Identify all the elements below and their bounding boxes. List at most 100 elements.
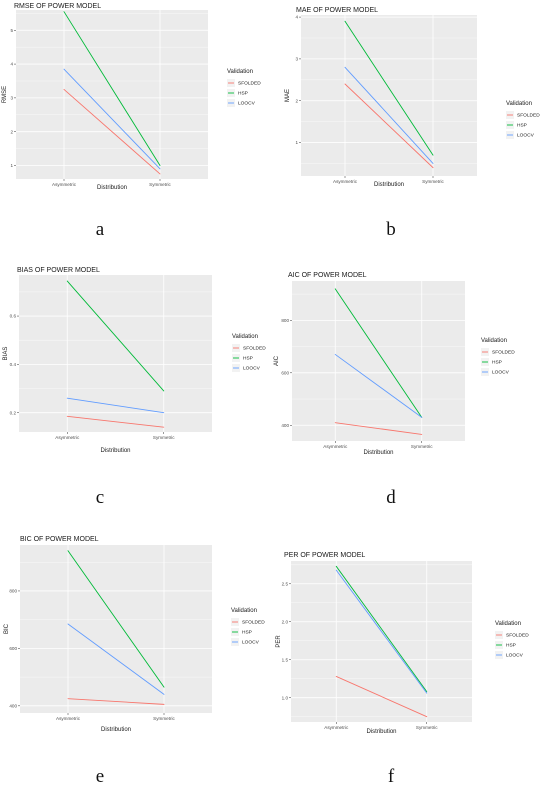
- x-axis-label: Distribution: [363, 450, 393, 456]
- panel-caption: d: [386, 487, 396, 508]
- series-line-loocv: [67, 623, 165, 695]
- x-tick-label: Symmetric: [149, 182, 171, 187]
- y-axis-label: RMSE: [2, 86, 8, 103]
- series-line-loocv: [344, 66, 434, 164]
- y-tick-label: 3: [10, 95, 13, 100]
- x-tick-label: Asymmetric: [324, 725, 349, 730]
- y-tick-label: 800: [9, 589, 17, 594]
- y-tick-label: 2: [295, 98, 298, 103]
- x-tick-label: Asymmetric: [323, 444, 348, 449]
- y-axis-label: BIAS: [3, 347, 9, 361]
- legend: Validation SFOLDED HSP LOOCV: [481, 338, 515, 376]
- legend-title: Validation: [481, 338, 507, 344]
- y-tick-label: 1.0: [282, 695, 289, 700]
- panel-caption: a: [96, 219, 105, 240]
- series-line-sfolded: [63, 88, 161, 175]
- x-axis-label: Distribution: [101, 727, 131, 733]
- chart-title: PER OF POWER MODEL: [284, 552, 365, 559]
- legend-label: SFOLDED: [506, 633, 529, 639]
- series-line-loocv: [63, 68, 161, 170]
- legend-label: HSP: [242, 630, 252, 636]
- legend-label: LOOCV: [506, 653, 524, 659]
- legend-label: LOOCV: [492, 370, 510, 376]
- legend-label: LOOCV: [517, 133, 535, 139]
- x-tick-label: Symmetric: [411, 444, 433, 449]
- legend-title: Validation: [227, 69, 253, 75]
- x-axis-label: Distribution: [100, 448, 130, 454]
- series-line-sfolded: [67, 698, 165, 705]
- plot-panel: [291, 561, 472, 722]
- legend-label: SFOLDED: [242, 620, 265, 626]
- x-tick-label: Symmetric: [153, 435, 175, 440]
- series-line-loocv: [335, 569, 428, 694]
- series-line-sfolded: [344, 83, 434, 169]
- chart-b: 1 2 3 4 Asymmetric Symmetric MAE OF POWER MODE…: [285, 7, 540, 240]
- plot-panel: [19, 275, 212, 432]
- x-tick-label: Symmetric: [153, 716, 175, 721]
- legend-label: LOOCV: [238, 101, 256, 107]
- legend-title: Validation: [232, 334, 258, 340]
- chart-title: AIC OF POWER MODEL: [288, 272, 367, 279]
- x-axis-label: Distribution: [374, 182, 404, 188]
- series-line-hsp: [67, 550, 165, 688]
- y-tick-label: 400: [9, 703, 17, 708]
- series-line-hsp: [335, 565, 428, 693]
- chart-title: MAE OF POWER MODEL: [296, 7, 378, 14]
- y-tick-label: 1.5: [282, 657, 289, 662]
- series-line-hsp: [334, 288, 423, 418]
- y-tick-label: 1: [10, 163, 13, 168]
- y-tick-label: 3: [295, 57, 298, 62]
- legend: Validation SFOLDED HSP LOOCV: [506, 101, 540, 139]
- legend-label: SFOLDED: [238, 81, 261, 87]
- y-tick-label: 800: [281, 318, 289, 323]
- chart-title: BIAS OF POWER MODEL: [17, 267, 100, 274]
- chart-title: RMSE OF POWER MODEL: [14, 3, 101, 10]
- legend-label: HSP: [243, 356, 253, 362]
- y-tick-label: 2: [10, 129, 13, 134]
- plot-panel: [301, 15, 477, 176]
- series-line-hsp: [66, 280, 165, 392]
- chart-title: BIC OF POWER MODEL: [20, 536, 99, 543]
- chart-d: 400 600 800 Asymmetric Symmetric AIC OF POWER…: [274, 272, 515, 508]
- panel-caption: b: [386, 219, 396, 240]
- y-tick-label: 400: [281, 423, 289, 428]
- series-line-sfolded: [334, 422, 423, 435]
- series-line-loocv: [66, 397, 165, 414]
- panel-caption: c: [96, 487, 104, 508]
- x-tick-label: Asymmetric: [55, 435, 80, 440]
- y-axis-label: PER: [276, 635, 282, 648]
- x-axis-label: Distribution: [366, 729, 396, 735]
- legend-label: SFOLDED: [492, 350, 515, 356]
- series-line-sfolded: [66, 415, 165, 428]
- legend-label: SFOLDED: [243, 346, 266, 352]
- x-tick-label: Asymmetric: [56, 716, 81, 721]
- panel-caption: f: [388, 766, 395, 786]
- y-tick-label: 2.0: [282, 619, 289, 624]
- y-axis-label: MAE: [285, 89, 291, 102]
- legend-label: HSP: [492, 360, 502, 366]
- legend-label: LOOCV: [243, 366, 261, 372]
- legend: Validation SFOLDED HSP LOOCV: [227, 69, 261, 107]
- y-tick-label: 4: [10, 62, 13, 67]
- legend-label: HSP: [238, 91, 248, 97]
- legend-title: Validation: [231, 608, 257, 614]
- y-tick-label: 5: [10, 28, 13, 33]
- legend: Validation SFOLDED HSP LOOCV: [495, 621, 529, 659]
- y-tick-label: 0.4: [10, 362, 17, 367]
- y-axis-label: AIC: [274, 355, 280, 366]
- series-line-hsp: [63, 11, 161, 166]
- y-tick-label: 1: [295, 140, 298, 145]
- chart-a: 1 2 3 4 5 Asymmetric Symmetric RMSE OF POWER MO…: [2, 3, 261, 240]
- plot-panel: [292, 281, 465, 441]
- series-line-loocv: [334, 353, 423, 418]
- y-tick-label: 600: [281, 370, 289, 375]
- chart-e: 400 600 800 Asymmetric Symmetric BIC OF POWER…: [4, 536, 265, 786]
- x-tick-label: Asymmetric: [52, 182, 77, 187]
- legend-label: LOOCV: [242, 640, 260, 646]
- x-tick-label: Symmetric: [416, 725, 438, 730]
- y-axis-label: BIC: [4, 623, 10, 634]
- chart-f: 1.0 1.5 2.0 2.5 Asymmetric Symmetric PER OF PO…: [276, 552, 529, 786]
- y-tick-label: 600: [9, 646, 17, 651]
- x-tick-label: Symmetric: [422, 179, 444, 184]
- legend-title: Validation: [506, 101, 532, 107]
